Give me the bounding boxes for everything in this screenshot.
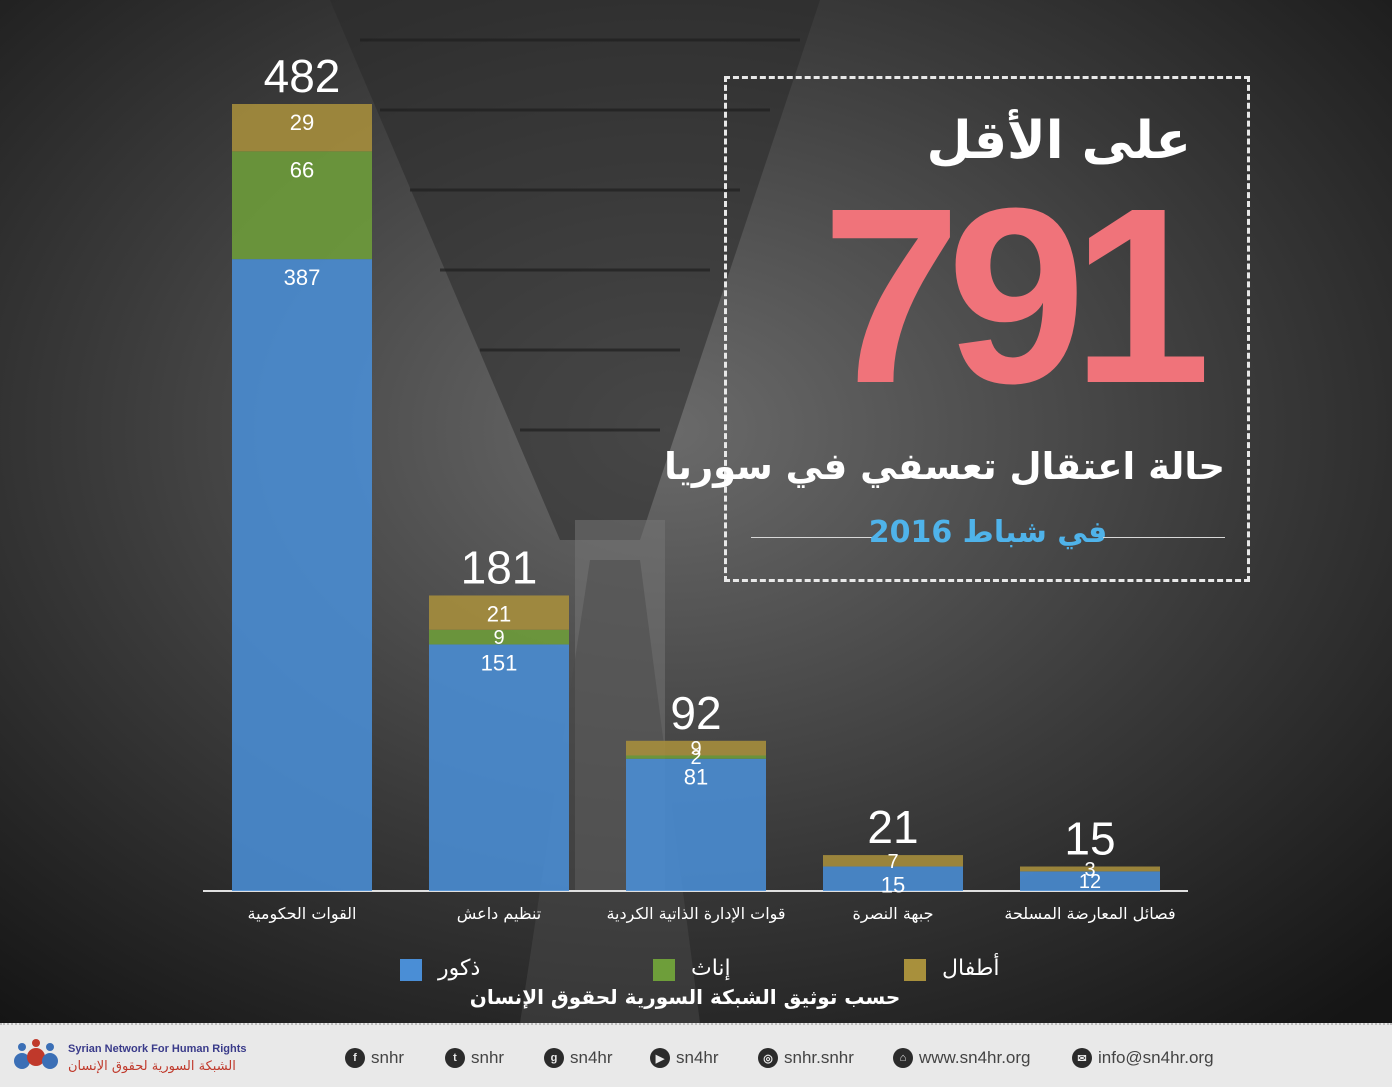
email-icon: ✉ <box>1072 1048 1092 1068</box>
category-label: قوات الإدارة الذاتية الكردية <box>606 904 785 924</box>
bar-segment-children <box>823 855 963 867</box>
bar-total-label: 92 <box>670 687 721 739</box>
google-plus-icon: g <box>544 1048 564 1068</box>
legend-swatch-children <box>904 959 926 981</box>
twitter-link[interactable]: t snhr <box>445 1047 504 1069</box>
category-label: القوات الحكومية <box>248 904 357 924</box>
segment-value-label: 21 <box>487 601 511 626</box>
twitter-icon: t <box>445 1048 465 1068</box>
bar-segment-females <box>429 629 569 645</box>
bar-segment-children <box>232 104 372 152</box>
google-plus-handle: sn4hr <box>570 1048 613 1067</box>
legend-label-males: ذكور <box>438 956 481 981</box>
bar-segment-males <box>823 866 963 891</box>
org-name-arabic: الشبكة السورية لحقوق الإنسان <box>68 1059 236 1074</box>
source-note: حسب توثيق الشبكة السورية لحقوق الإنسان <box>469 985 901 1009</box>
headline-prefix: على الأقل <box>926 111 1191 171</box>
divider-right <box>1103 537 1225 538</box>
segment-value-label: 2 <box>690 747 701 769</box>
bar-segment-females <box>232 151 372 260</box>
bar-segment-children <box>429 595 569 630</box>
bar-total-label: 482 <box>264 50 341 102</box>
divider-left <box>751 537 873 538</box>
instagram-link[interactable]: ◎ snhr.snhr <box>758 1047 854 1069</box>
org-name-english: Syrian Network For Human Rights <box>68 1043 247 1055</box>
period-label: في شباط 2016 <box>868 515 1108 550</box>
bar-segment-males <box>232 259 372 891</box>
segment-value-label: 7 <box>887 851 898 873</box>
instagram-icon: ◎ <box>758 1048 778 1068</box>
bar-segment-males <box>429 644 569 891</box>
website-url: www.sn4hr.org <box>919 1048 1031 1067</box>
segment-value-label: 12 <box>1079 871 1101 893</box>
legend-label-children: أطفال <box>942 956 1000 981</box>
category-label: فصائل المعارضة المسلحة <box>1004 904 1175 924</box>
youtube-icon: ▶ <box>650 1048 670 1068</box>
website-link[interactable]: ⌂ www.sn4hr.org <box>893 1047 1031 1069</box>
legend-swatch-males <box>400 959 422 981</box>
bar-total-label: 15 <box>1064 813 1115 865</box>
footer-bar: Syrian Network For Human Rights الشبكة ا… <box>0 1023 1392 1087</box>
bar-total-label: 21 <box>867 801 918 853</box>
facebook-handle: snhr <box>371 1048 405 1067</box>
bar-segment-children <box>1020 866 1160 872</box>
segment-value-label: 387 <box>284 265 321 290</box>
logo-figures-icon <box>14 1039 58 1069</box>
bar-total-label: 181 <box>461 541 538 593</box>
instagram-handle: snhr.snhr <box>784 1048 854 1067</box>
facebook-icon: f <box>345 1048 365 1068</box>
segment-value-label: 151 <box>481 650 518 675</box>
segment-value-label: 66 <box>290 157 314 182</box>
home-icon: ⌂ <box>893 1048 913 1068</box>
legend-swatch-females <box>653 959 675 981</box>
bar-segment-children <box>626 740 766 756</box>
email-link[interactable]: ✉ info@sn4hr.org <box>1072 1047 1214 1069</box>
bar-segment-males <box>626 758 766 891</box>
category-label: تنظيم داعش <box>457 904 541 924</box>
youtube-link[interactable]: ▶ sn4hr <box>650 1047 719 1069</box>
segment-value-label: 9 <box>493 627 504 649</box>
bar-segment-males <box>1020 871 1160 891</box>
period-row: في شباط 2016 <box>751 515 1225 557</box>
legend-label-females: إناث <box>691 956 731 981</box>
segment-value-label: 3 <box>1084 859 1095 881</box>
category-label: جبهة النصرة <box>853 904 934 924</box>
google-plus-link[interactable]: g sn4hr <box>544 1047 613 1069</box>
total-count: 791 <box>821 156 1211 435</box>
bar-segment-females <box>626 755 766 759</box>
headline-caption: حالة اعتقال تعسفي في سوريا <box>664 445 1225 488</box>
email-address: info@sn4hr.org <box>1098 1048 1214 1067</box>
youtube-handle: sn4hr <box>676 1048 719 1067</box>
snhr-logo: Syrian Network For Human Rights الشبكة ا… <box>12 1039 252 1083</box>
segment-value-label: 81 <box>684 765 708 790</box>
segment-value-label: 15 <box>881 873 905 898</box>
segment-value-label: 9 <box>690 738 701 760</box>
segment-value-label: 29 <box>290 110 314 135</box>
twitter-handle: snhr <box>471 1048 505 1067</box>
facebook-link[interactable]: f snhr <box>345 1047 404 1069</box>
headline-box: على الأقل 791 حالة اعتقال تعسفي في سوريا… <box>664 76 1250 582</box>
